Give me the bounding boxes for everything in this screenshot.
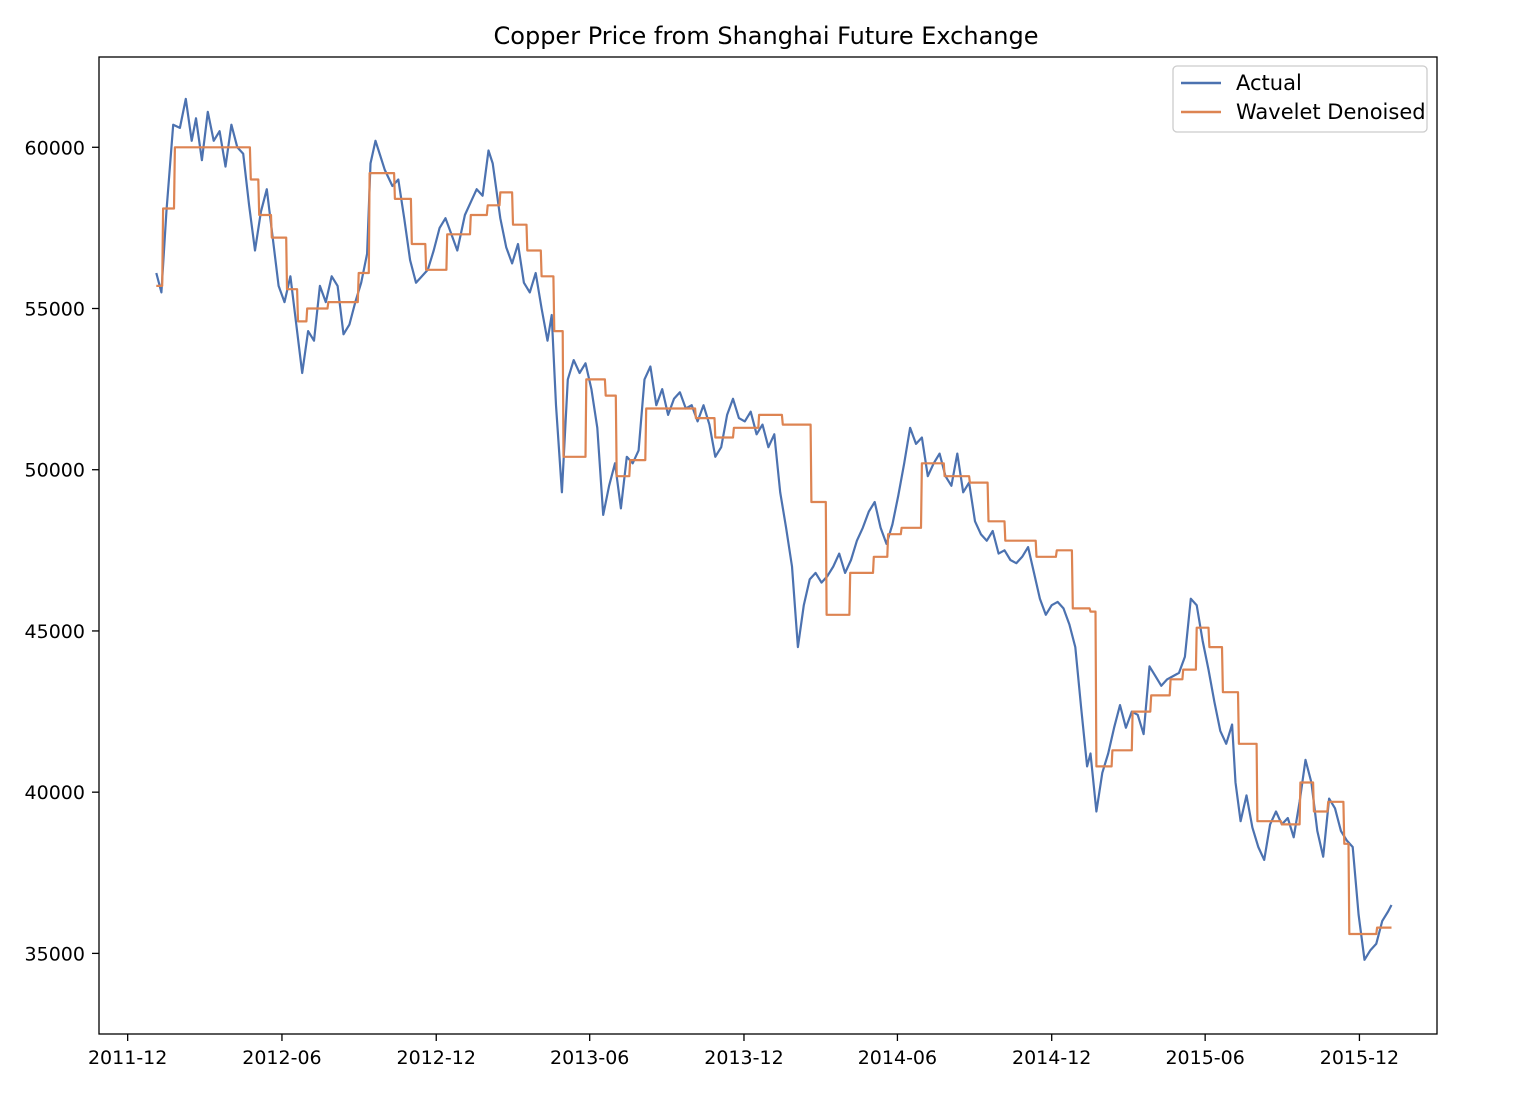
x-axis: 2011-12 2012-06 2012-12 2013-06 2013-12 2014-… [88,1034,1399,1069]
y-tick-label: 60000 [25,137,85,159]
y-tick-label: 50000 [25,460,85,482]
x-tick-label: 2013-06 [550,1047,629,1069]
x-tick-label: 2014-12 [1012,1047,1091,1069]
plot-area [98,56,1438,1035]
series-line-wavelet-denoised [156,146,1392,936]
x-tick-label: 2015-06 [1165,1047,1244,1069]
y-tick-label: 35000 [25,943,85,965]
x-tick-label: 2011-12 [88,1047,167,1069]
x-tick-label: 2012-06 [242,1047,321,1069]
series-line-actual [155,97,1393,961]
x-tick-label: 2013-12 [704,1047,783,1069]
legend-label-actual: Actual [1236,71,1302,95]
chart-title: Copper Price from Shanghai Future Exchan… [494,22,1039,50]
legend: Actual Wavelet Denoised [1172,65,1428,133]
x-tick-label: 2015-12 [1320,1047,1399,1069]
y-tick-label: 55000 [25,299,85,321]
x-tick-label: 2012-12 [397,1047,476,1069]
x-tick-label: 2014-06 [858,1047,937,1069]
y-tick-label: 45000 [25,621,85,643]
y-tick-label: 40000 [25,782,85,804]
legend-label-wavelet-denoised: Wavelet Denoised [1236,100,1426,124]
y-axis: 35000 40000 45000 50000 55000 60000 [25,137,99,965]
legend-box [1172,65,1428,133]
series-layer [155,97,1393,961]
